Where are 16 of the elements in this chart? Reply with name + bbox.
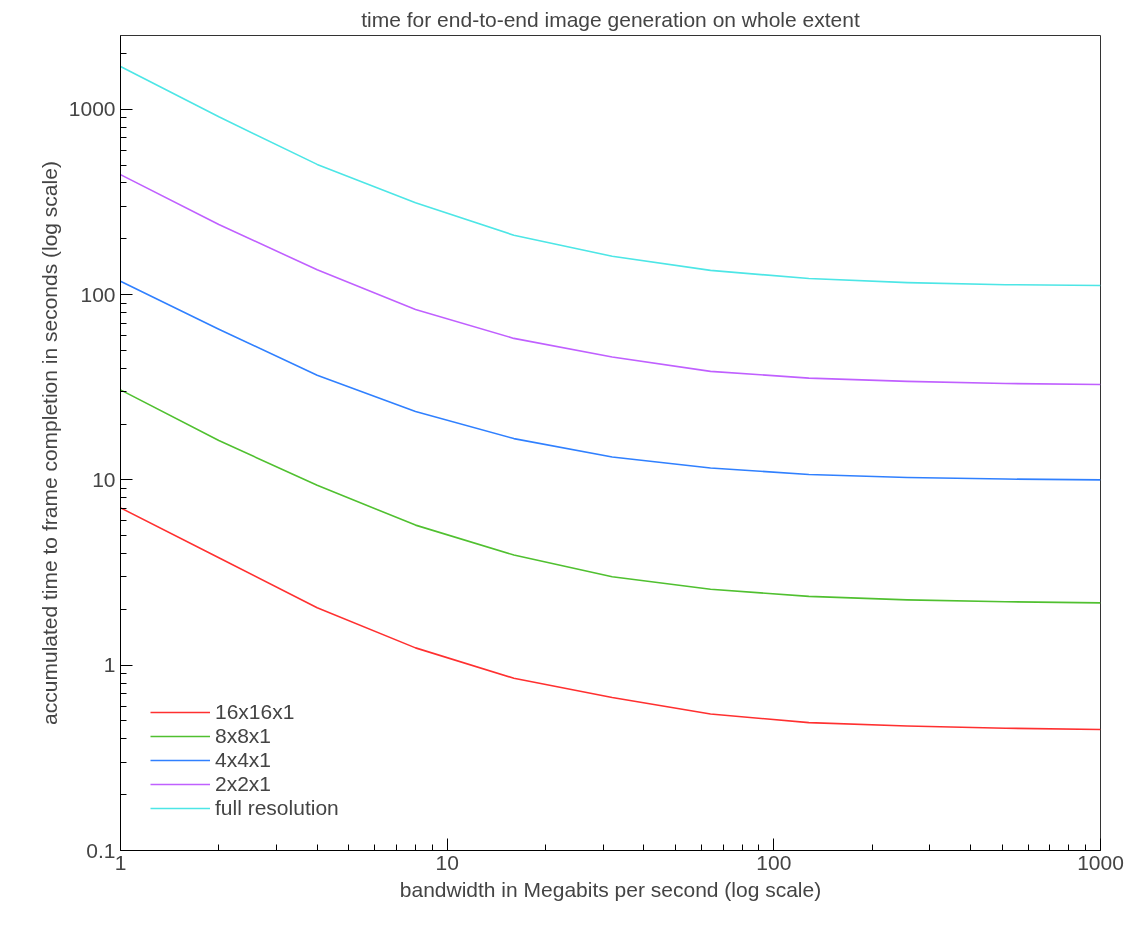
legend-label: 4x4x1 bbox=[215, 748, 272, 772]
chart-title: time for end-to-end image generation on whole extent bbox=[361, 7, 860, 31]
y-tick-label: 1 bbox=[103, 653, 116, 677]
legend-label: 2x2x1 bbox=[215, 772, 272, 796]
legend-label: 8x8x1 bbox=[215, 724, 272, 748]
legend-label: full resolution bbox=[215, 796, 339, 820]
y-tick-label: 0.1 bbox=[86, 838, 116, 862]
x-tick-label: 1000 bbox=[1077, 850, 1124, 874]
x-axis-title: bandwidth in Megabits per second (log scale) bbox=[399, 877, 822, 901]
legend-label: 16x16x1 bbox=[215, 700, 295, 724]
y-axis-title: accumulated time to frame completion in seconds (log scale) bbox=[37, 161, 61, 725]
y-tick-label: 10 bbox=[92, 467, 116, 491]
y-tick-label: 1000 bbox=[68, 97, 116, 121]
y-tick-label: 100 bbox=[80, 282, 116, 306]
x-tick-label: 100 bbox=[756, 850, 792, 874]
x-tick-label: 10 bbox=[435, 850, 459, 874]
